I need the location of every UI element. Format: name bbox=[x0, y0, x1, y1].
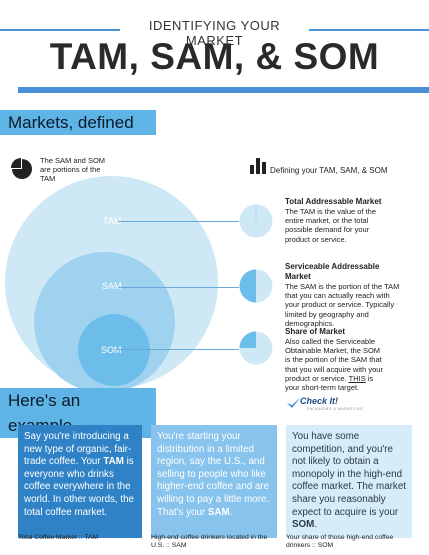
example-text: Say you're introducing a new type of org… bbox=[24, 431, 132, 468]
sam-label: SAM bbox=[102, 281, 122, 291]
tam-share-pie bbox=[239, 204, 273, 238]
bar-chart-icon bbox=[250, 158, 266, 174]
eyebrow-rule-right bbox=[309, 29, 429, 31]
example-text: You're starting your distribution in a l… bbox=[157, 431, 270, 518]
definition-body: The TAM is the value of the entire marke… bbox=[285, 207, 377, 244]
example-term: SAM bbox=[207, 506, 230, 518]
example-caption-som: Your share of those high-end coffee drin… bbox=[286, 534, 394, 549]
sam-share-pie bbox=[239, 269, 273, 303]
som-circle bbox=[78, 314, 150, 386]
example-text: . bbox=[229, 506, 233, 518]
check-swoosh-icon bbox=[287, 397, 301, 408]
section-header-markets: Markets, defined bbox=[0, 110, 156, 135]
definition-sam: Serviceable Addressable Market The SAM i… bbox=[285, 262, 403, 328]
example-caption-tam: Total Coffee Market :: TAM bbox=[18, 534, 99, 541]
som-share-pie bbox=[239, 331, 273, 365]
example-text: . bbox=[314, 519, 318, 531]
definition-title: Total Addressable Market bbox=[285, 197, 382, 206]
example-box-tam: Say you're introducing a new type of org… bbox=[18, 425, 142, 538]
example-caption-sam: High-end coffee drinkers located in the … bbox=[151, 534, 268, 549]
pie-chart-icon bbox=[11, 158, 32, 179]
tam-label: TAM bbox=[103, 216, 122, 226]
definition-som: Share of Market Also called the Servicea… bbox=[285, 327, 387, 392]
definition-body-emphasis: THIS bbox=[348, 373, 366, 383]
logo-tagline: PACKAGING & MARKETING bbox=[307, 407, 364, 411]
example-text: is everyone who drinks coffee everywhere… bbox=[24, 456, 134, 518]
eyebrow-rule-left bbox=[0, 29, 120, 31]
definition-body-pre: Also called the Serviceable Obtainable M… bbox=[285, 337, 383, 383]
definition-body-post: is your short-term target. bbox=[285, 373, 374, 393]
example-text: You have some competition, and you're no… bbox=[292, 431, 406, 518]
page-title: TAM, SAM, & SOM bbox=[49, 36, 380, 77]
som-label: SOM bbox=[101, 345, 122, 355]
definition-tam: Total Addressable Market The TAM is the … bbox=[285, 197, 385, 244]
definition-body: Also called the Serviceable Obtainable M… bbox=[285, 337, 387, 392]
example-term: TAM bbox=[103, 456, 124, 468]
title-underline bbox=[18, 87, 429, 93]
example-term: SOM bbox=[292, 519, 315, 531]
example-box-sam: You're starting your distribution in a l… bbox=[151, 425, 277, 538]
eyebrow-title: IDENTIFYING YOUR MARKET bbox=[148, 18, 281, 48]
definition-title: Share of Market bbox=[285, 327, 346, 336]
definition-title: Serviceable Addressable Market bbox=[285, 262, 380, 281]
som-connector bbox=[116, 349, 239, 350]
example-box-som: You have some competition, and you're no… bbox=[286, 425, 412, 538]
sam-connector bbox=[118, 287, 239, 288]
tam-connector bbox=[118, 221, 239, 222]
logo-name: Check It! bbox=[300, 396, 339, 406]
pie-intro-text: The SAM and SOM are portions of the TAM bbox=[40, 156, 106, 183]
definition-body: The SAM is the portion of the TAM that y… bbox=[285, 282, 400, 328]
bar-intro-text: Defining your TAM, SAM, & SOM bbox=[270, 166, 388, 175]
